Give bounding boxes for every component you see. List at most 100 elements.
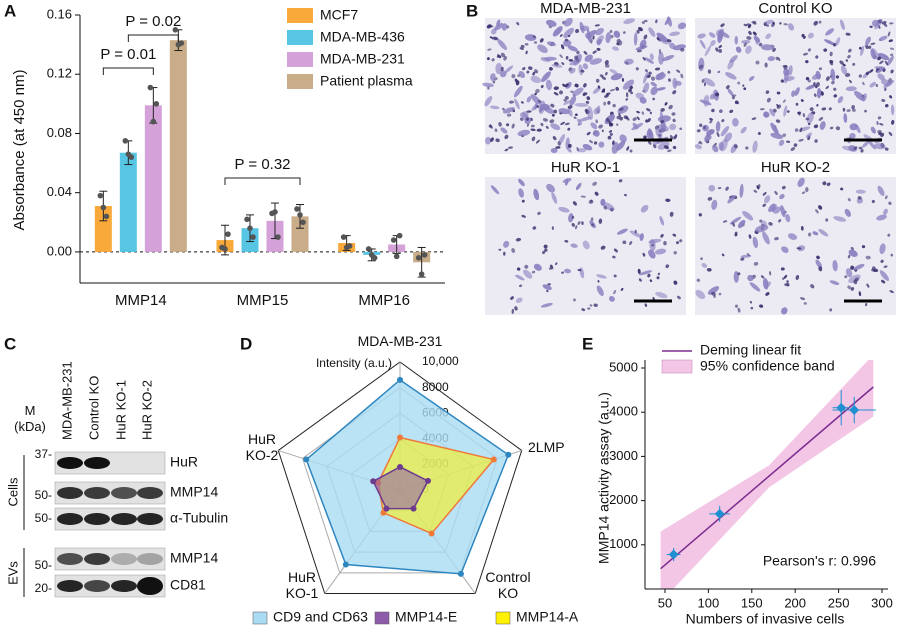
data-point: [100, 204, 107, 211]
cell: [768, 203, 776, 213]
cell: [533, 263, 542, 271]
data-point: [222, 246, 228, 252]
cell: [487, 48, 492, 51]
cell: [829, 126, 834, 130]
y-tick-label: 0.16: [47, 6, 72, 21]
cell: [802, 52, 809, 56]
cell: [521, 214, 526, 218]
cell: [656, 87, 666, 91]
cell: [769, 271, 772, 276]
cell: [733, 144, 738, 149]
cell: [563, 100, 571, 106]
cell: [877, 116, 882, 120]
cell: [542, 118, 548, 122]
cell: [857, 196, 862, 200]
cell: [511, 74, 516, 79]
cell: [608, 130, 613, 133]
cell: [571, 222, 575, 227]
cell: [537, 44, 548, 54]
cell: [870, 42, 876, 45]
cell: [659, 36, 670, 45]
cell: [825, 218, 829, 222]
cell: [623, 193, 628, 197]
cell: [765, 33, 772, 39]
cell: [632, 117, 637, 121]
cell: [835, 126, 841, 131]
cell: [737, 307, 741, 313]
axis-label-line: KO: [498, 585, 518, 601]
cell: [672, 77, 678, 89]
cell: [579, 21, 585, 34]
cell: [660, 120, 664, 124]
cell: [553, 92, 559, 96]
cell: [648, 249, 656, 259]
cell: [883, 80, 895, 88]
cell: [735, 46, 742, 53]
cell: [586, 96, 591, 101]
cell: [532, 226, 537, 230]
cell: [519, 47, 524, 50]
cell: [511, 123, 515, 129]
cell: [755, 38, 760, 45]
cell: [659, 215, 665, 226]
cell: [537, 99, 542, 103]
bracket: [102, 67, 154, 75]
marker-title: M (kDa): [14, 403, 46, 434]
cell: [842, 63, 846, 67]
cell: [564, 239, 569, 243]
cell: [623, 18, 636, 25]
cell: [660, 233, 664, 238]
cell: [745, 146, 749, 150]
cell: [568, 213, 574, 223]
cell: [816, 103, 819, 107]
cell: [549, 119, 555, 124]
cell: [888, 201, 892, 206]
cell: [551, 192, 558, 204]
cell: [852, 108, 856, 112]
lane-label: HuR KO-2: [139, 380, 154, 440]
radar-point: [424, 477, 431, 484]
cell: [737, 81, 741, 85]
cell: [548, 66, 553, 71]
marker-label: 50-: [35, 558, 52, 572]
cell: [595, 78, 600, 83]
cell: [643, 135, 647, 139]
micrograph-title: MDA-MB-231: [540, 0, 631, 17]
cell: [772, 206, 781, 214]
cell: [874, 66, 886, 70]
cell: [566, 147, 572, 153]
cell: [641, 20, 646, 25]
cell: [518, 178, 525, 187]
cell: [546, 289, 549, 293]
cell: [574, 83, 579, 88]
cell: [797, 111, 802, 115]
cell: [791, 90, 796, 97]
cell: [781, 307, 788, 315]
bar: [169, 40, 187, 252]
cell: [710, 40, 716, 46]
cell: [787, 110, 790, 113]
cell: [782, 133, 787, 137]
cell: [539, 38, 544, 43]
cell: [844, 275, 848, 279]
axis-label-line: Control: [485, 569, 530, 585]
cell: [593, 107, 601, 115]
cell: [829, 61, 834, 66]
cell: [709, 93, 716, 100]
cell: [551, 113, 555, 117]
cell: [807, 122, 811, 126]
legend-label: MMP14-A: [516, 609, 579, 625]
cell: [731, 96, 735, 100]
cell: [679, 127, 683, 130]
cell: [491, 58, 495, 62]
cell: [805, 186, 809, 193]
cell: [831, 80, 835, 85]
legend-label: MDA-MB-436: [320, 29, 405, 45]
r-tick-label: 10,000: [422, 354, 459, 368]
cell: [813, 20, 818, 26]
cell: [807, 48, 812, 52]
cell: [589, 139, 593, 144]
cell: [605, 32, 612, 44]
bar: [144, 105, 162, 252]
